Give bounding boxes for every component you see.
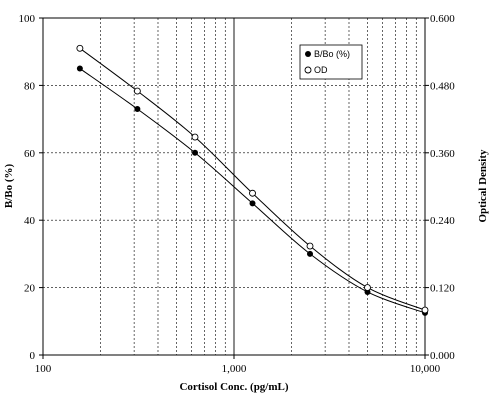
y2-tick-label: 0.000 xyxy=(430,350,455,362)
legend-marker-od xyxy=(304,66,312,74)
point-od xyxy=(421,306,429,314)
point-od xyxy=(306,242,314,250)
y2-tick-label: 0.480 xyxy=(430,80,455,92)
y-tick-label: 40 xyxy=(24,215,36,227)
y2-tick-label: 0.600 xyxy=(430,13,455,25)
legend-label-od: OD xyxy=(314,65,328,75)
y2-tick-label: 0.120 xyxy=(430,283,455,295)
legend: B/Bo (%) OD xyxy=(299,44,363,80)
x-tick-label: 1,000 xyxy=(222,363,247,375)
point-od xyxy=(133,87,141,95)
y-tick-label: 20 xyxy=(24,283,36,295)
point-bbo xyxy=(249,200,256,207)
y2-tick-label: 0.240 xyxy=(430,215,455,227)
x-axis-title: Cortisol Conc. (pg/mL) xyxy=(179,381,288,393)
y-tick-label: 80 xyxy=(24,80,36,92)
y2-tick-label: 0.360 xyxy=(430,148,455,160)
point-od xyxy=(191,133,199,141)
legend-marker-bbo xyxy=(305,51,311,57)
point-bbo xyxy=(76,65,83,72)
y2-axis-title: Optical Density xyxy=(477,149,489,223)
point-od xyxy=(249,189,256,197)
y-tick-label: 0 xyxy=(30,350,36,362)
point-od xyxy=(76,44,84,52)
x-tick-label: 100 xyxy=(35,363,52,375)
legend-box xyxy=(299,44,363,80)
y-tick-label: 100 xyxy=(19,13,36,25)
point-bbo xyxy=(192,149,199,156)
legend-label-bbo: B/Bo (%) xyxy=(314,49,350,59)
y-tick-label: 60 xyxy=(24,148,36,160)
point-bbo xyxy=(134,105,141,112)
y-axis-title: B/Bo (%) xyxy=(3,164,15,209)
x-tick-label: 10,000 xyxy=(410,363,441,375)
point-bbo xyxy=(307,250,314,257)
point-od xyxy=(364,284,371,292)
tick-labels: 100 1,000 10,000 0 20 40 60 80 100 0.000 0.120 0.24… xyxy=(19,13,456,375)
data-points xyxy=(76,44,429,316)
